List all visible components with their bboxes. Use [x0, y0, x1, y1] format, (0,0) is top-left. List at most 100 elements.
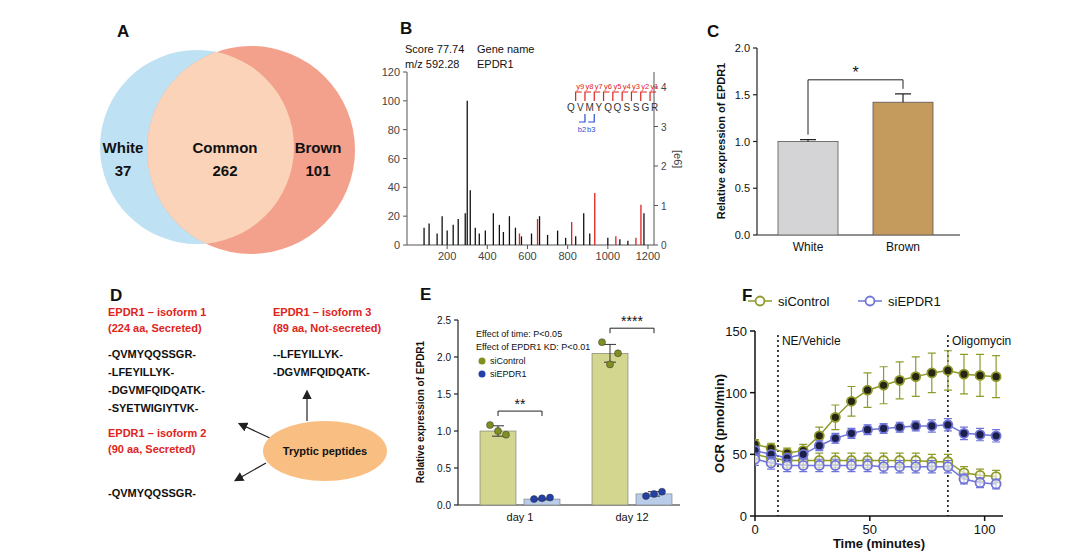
tick-label: 0	[394, 239, 400, 251]
peak	[509, 216, 510, 245]
marker	[895, 376, 904, 385]
peptide: -SYETWIGIYTVK-	[108, 402, 199, 414]
tick-label: 40	[388, 181, 400, 193]
center-node	[263, 421, 387, 481]
tick-label: 0.0	[735, 229, 750, 241]
marker	[863, 386, 872, 395]
error-bar	[831, 433, 839, 443]
tick-label: 60	[388, 153, 400, 165]
panel-label: D	[110, 286, 122, 305]
peak	[615, 236, 616, 245]
tick-label: 0.5	[735, 182, 750, 194]
tick-label: 1200	[636, 250, 660, 262]
y-tick	[753, 141, 757, 142]
error-bar	[992, 356, 1000, 398]
tick-label: 50	[733, 447, 747, 462]
error-bar	[880, 424, 888, 434]
error-bar	[944, 351, 952, 390]
error-bar	[880, 367, 888, 404]
error-bar	[895, 94, 911, 102]
error-bar	[799, 451, 807, 458]
marker	[831, 413, 840, 422]
marker	[943, 462, 952, 471]
x-tick	[647, 245, 648, 249]
marker	[911, 372, 920, 381]
y-tick	[403, 72, 407, 73]
ion-label: y6	[604, 82, 612, 91]
arrow	[306, 392, 307, 421]
y2-tick	[654, 245, 658, 246]
set-name: White	[103, 139, 144, 156]
peak	[515, 228, 516, 245]
residue: V	[577, 102, 584, 113]
residue: M	[585, 102, 593, 113]
b-ion-bracket	[588, 114, 594, 122]
y-axis	[457, 320, 458, 505]
peak	[467, 101, 468, 245]
residue: S	[633, 102, 640, 113]
ion-label: y1	[651, 82, 659, 91]
peak	[519, 233, 520, 245]
data-point	[643, 493, 650, 500]
tick-label: 3	[661, 122, 667, 133]
marker	[815, 461, 824, 470]
peptide: -LFEYILLYK-	[108, 366, 175, 378]
legend-label: siEPDR1	[490, 369, 527, 379]
tick-label: 100	[974, 522, 996, 537]
annotation: m/z 592.28	[405, 58, 459, 70]
tick-label: 800	[558, 250, 576, 262]
legend-label: siEPDR1	[888, 294, 941, 309]
error-bar	[815, 441, 823, 451]
y-tick	[753, 94, 757, 95]
event-label: Oligomycin	[952, 334, 1011, 348]
bar	[480, 431, 516, 505]
marker	[976, 478, 985, 487]
tick-label: 100	[725, 386, 747, 401]
y-tick	[753, 234, 757, 235]
error-bar	[896, 362, 904, 399]
y-tick	[403, 187, 407, 188]
y-tick	[753, 188, 757, 189]
error-bar	[992, 430, 1000, 442]
data-point	[495, 428, 502, 435]
tick-label: 2	[661, 161, 667, 172]
bars	[480, 339, 672, 505]
x-tick	[567, 245, 568, 249]
panel-label: C	[707, 22, 719, 41]
category-label: day 12	[615, 511, 648, 523]
ion-label: y2	[641, 82, 649, 91]
marker	[879, 462, 888, 471]
data-point	[503, 431, 510, 438]
ion-label: y8	[585, 82, 593, 91]
error-bar	[896, 422, 904, 432]
x-tick	[754, 516, 756, 521]
y-ion-bracket	[585, 92, 591, 101]
series-line	[755, 459, 996, 484]
tick-label: 20	[388, 210, 400, 222]
tick-label: 0	[661, 240, 667, 251]
residue: S	[623, 102, 630, 113]
error-bar	[960, 427, 968, 439]
event-label: NE/Vehicle	[782, 334, 841, 348]
x-axis	[407, 245, 654, 246]
residue: R	[651, 102, 658, 113]
tick-label: 100	[382, 95, 400, 107]
y-tick	[454, 393, 458, 394]
isoform-name: EPDR1 – isoform 1	[108, 306, 206, 318]
error-bar	[960, 474, 968, 484]
marker	[992, 372, 1001, 381]
y-tick	[753, 47, 757, 48]
annotation: EPDR1	[477, 58, 514, 70]
b-ion-bracket	[579, 114, 585, 122]
x-tick	[527, 245, 528, 249]
peak	[447, 231, 448, 245]
residue: G	[642, 102, 650, 113]
tick-label: 2.0	[735, 42, 750, 54]
tick-label: 2.5	[437, 315, 451, 326]
error-bar	[928, 420, 936, 432]
peak	[436, 233, 437, 245]
data-point	[651, 490, 658, 497]
legend-marker	[756, 297, 765, 306]
residue: Q	[567, 102, 575, 113]
tick-label: 0.5	[437, 463, 451, 474]
